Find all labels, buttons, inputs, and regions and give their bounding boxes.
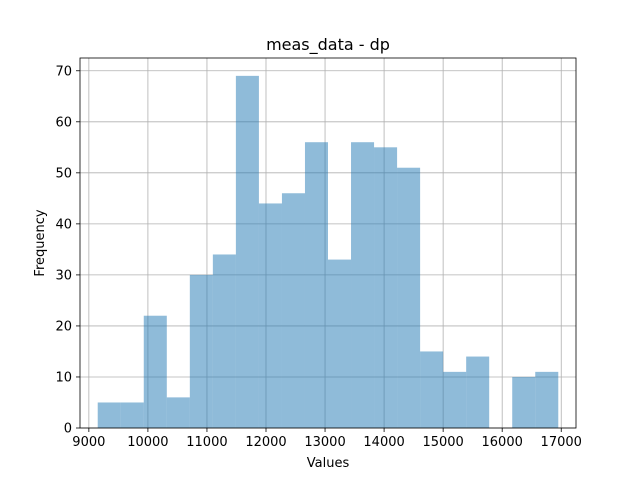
x-tick-label: 13000 [304, 435, 345, 450]
y-tick-label: 60 [55, 115, 72, 130]
histogram-bar [328, 259, 352, 428]
histogram-bar [189, 274, 213, 428]
histogram-bar [512, 376, 536, 428]
y-tick-label: 70 [55, 64, 72, 79]
chart-title: meas_data - dp [266, 35, 390, 55]
histogram-bar [281, 193, 305, 428]
histogram-bar [443, 371, 467, 428]
y-tick-label: 20 [55, 319, 72, 334]
histogram-bar [166, 397, 190, 428]
x-tick-label: 10000 [127, 435, 168, 450]
ticks: 9000 10000 11000 12000 13000 14000 15000 16000 1… [55, 64, 581, 450]
y-axis-label: Frequency [33, 209, 48, 276]
y-tick-label: 0 [64, 422, 72, 437]
histogram-bar [374, 147, 398, 428]
histogram-bar [304, 142, 328, 428]
histogram-bar [212, 254, 236, 428]
y-tick-label: 40 [55, 217, 72, 232]
histogram-bar [351, 142, 375, 428]
histogram-bar [143, 315, 167, 428]
histogram-bar [235, 75, 259, 429]
x-tick-label: 12000 [245, 435, 286, 450]
histogram-bar [466, 356, 490, 428]
histogram-bar [97, 402, 121, 428]
y-tick-label: 50 [55, 166, 72, 181]
histogram-bar [535, 371, 559, 428]
x-tick-label: 11000 [186, 435, 227, 450]
histogram-bar [397, 167, 421, 429]
x-tick-label: 15000 [422, 435, 463, 450]
x-tick-label: 14000 [363, 435, 404, 450]
y-tick-label: 30 [55, 268, 72, 283]
histogram-bar [258, 203, 282, 428]
y-tick-label: 10 [55, 370, 72, 385]
x-tick-label: 9000 [72, 435, 105, 450]
bars [97, 75, 559, 429]
histogram-bar [420, 351, 444, 428]
x-tick-label: 17000 [541, 435, 582, 450]
histogram-bar [120, 402, 144, 428]
x-axis-label: Values [307, 456, 350, 471]
plot-frame [79, 57, 577, 429]
x-tick-label: 16000 [482, 435, 523, 450]
